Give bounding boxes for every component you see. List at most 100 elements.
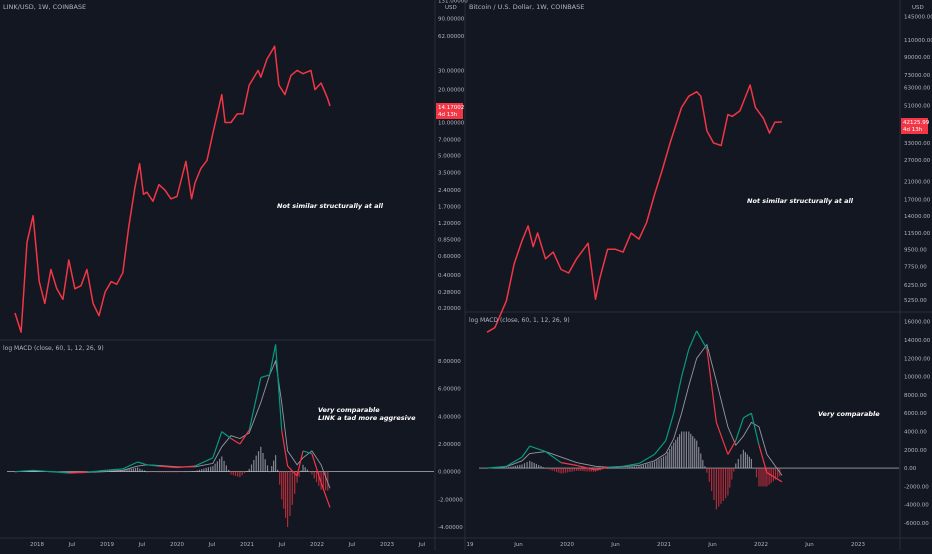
btc-histogram-bar	[636, 466, 638, 469]
btc-histogram-bar	[620, 467, 622, 469]
link-macd-line-segment	[68, 471, 87, 474]
link-histogram-bar	[266, 465, 269, 472]
link-histogram-bar	[250, 464, 253, 472]
btc-price-tick: 17000.00	[904, 198, 931, 204]
link-histogram-bar	[264, 459, 266, 472]
link-histogram-bar	[243, 471, 246, 474]
link-histogram-bar	[262, 453, 264, 472]
link-histogram-bar	[160, 471, 162, 473]
link-price-annotation: Not similar structurally at all	[277, 202, 384, 210]
link-macd-line-segment	[194, 457, 214, 467]
btc-histogram-bar	[729, 468, 731, 488]
link-histogram-bar	[232, 471, 234, 476]
btc-histogram-bar	[499, 467, 501, 469]
btc-macd-line-segment	[743, 412, 752, 419]
btc-histogram-bar	[660, 457, 662, 469]
btc-macd-line-segment	[486, 465, 507, 469]
link-histogram-bar	[185, 471, 187, 473]
btc-histogram-bar	[694, 438, 696, 469]
btc-histogram-bar	[753, 468, 755, 469]
btc-last-price-tag	[901, 118, 928, 134]
btc-histogram-bar	[514, 465, 516, 469]
link-histogram-bar	[225, 465, 227, 472]
right-time-tick: Jun	[804, 542, 814, 548]
btc-histogram-bar	[531, 461, 533, 469]
btc-histogram-bar	[519, 464, 521, 469]
link-histogram-bar	[248, 468, 250, 472]
btc-histogram-bar	[497, 467, 499, 469]
link-histogram-bar	[318, 471, 320, 486]
link-macd-line-segment	[86, 469, 106, 473]
btc-macd-tick: -4000.00	[904, 503, 929, 509]
btc-macd-tick: 0.00	[904, 466, 917, 472]
btc-histogram-bar	[638, 466, 640, 469]
btc-histogram-bar	[607, 468, 609, 469]
left-time-tick: 2018	[30, 542, 44, 548]
btc-last-price: 42125.99	[903, 120, 930, 126]
link-macd-line-segment	[146, 464, 159, 467]
btc-histogram-bar	[772, 468, 774, 482]
btc-histogram-bar	[725, 468, 727, 499]
left-time-tick: Jul	[138, 542, 146, 548]
btc-price-tick: 90000.00	[904, 55, 931, 61]
btc-histogram-bar	[576, 468, 578, 471]
link-histogram-bar	[130, 468, 132, 472]
link-last-price-countdown: 4d 13h	[438, 112, 458, 118]
link-macd-line-segment	[239, 429, 250, 445]
btc-macd-line-segment	[766, 472, 783, 483]
link-macd-line-segment	[269, 344, 277, 375]
btc-histogram-bar	[720, 468, 722, 504]
link-macd-tick: -4.00000	[438, 525, 463, 531]
link-histogram-bar	[207, 467, 209, 472]
left-time-tick: 2022	[310, 542, 324, 548]
link-histogram-bar	[219, 458, 221, 472]
btc-histogram-bar	[551, 468, 553, 471]
link-histogram-bar	[194, 471, 196, 472]
left-time-tick: Jul	[418, 542, 426, 548]
btc-histogram-bar	[740, 454, 742, 469]
link-price-tick: 7.00000	[438, 137, 461, 143]
btc-histogram-bar	[735, 463, 737, 469]
link-histogram-bar	[104, 470, 106, 472]
btc-histogram-bar	[590, 468, 592, 472]
btc-macd-line-segment	[706, 349, 717, 423]
btc-histogram-bar	[718, 468, 720, 507]
btc-histogram-bar	[685, 431, 687, 469]
link-histogram-bar	[298, 471, 300, 477]
link-macd-line-segment	[176, 465, 196, 469]
btc-histogram-bar	[521, 464, 523, 469]
link-histogram-bar	[198, 469, 201, 472]
link-price-tick: 0.85000	[438, 237, 461, 243]
btc-histogram-bar	[564, 468, 567, 473]
btc-macd-line-segment	[521, 445, 531, 458]
btc-histogram-bar	[629, 467, 631, 469]
link-histogram-bar	[167, 471, 169, 473]
btc-macd-line-segment	[673, 376, 683, 414]
btc-macd-tick: 4000.00	[904, 430, 927, 436]
btc-macd-line-segment	[654, 440, 667, 455]
btc-histogram-bar	[700, 453, 702, 469]
btc-macd-tick: 12000.00	[904, 356, 931, 362]
btc-histogram-bar	[495, 467, 497, 469]
btc-histogram-bar	[558, 468, 560, 473]
link-macd-tick: 2.00000	[438, 442, 461, 448]
link-macd-line-segment	[320, 482, 331, 508]
btc-histogram-bar	[580, 468, 582, 471]
right-time-tick: 2020	[560, 542, 574, 548]
price-line-link	[14, 45, 331, 333]
btc-histogram-bar	[505, 467, 507, 469]
link-histogram-bar	[141, 469, 143, 472]
btc-price-tick: 27000.00	[904, 158, 931, 164]
link-price-unit: USD	[445, 5, 457, 11]
btc-price-tick: 11500.00	[904, 231, 931, 237]
link-histogram-bar	[269, 471, 271, 473]
link-histogram-bar	[210, 466, 212, 472]
link-histogram-bar	[162, 471, 164, 473]
btc-histogram-bar	[706, 468, 708, 473]
link-macd-line-segment	[281, 430, 289, 467]
link-histogram-bar	[14, 471, 16, 473]
btc-histogram-bar	[611, 468, 613, 469]
btc-macd-line-segment	[750, 413, 760, 446]
btc-price-tick: 33000.00	[904, 141, 931, 147]
